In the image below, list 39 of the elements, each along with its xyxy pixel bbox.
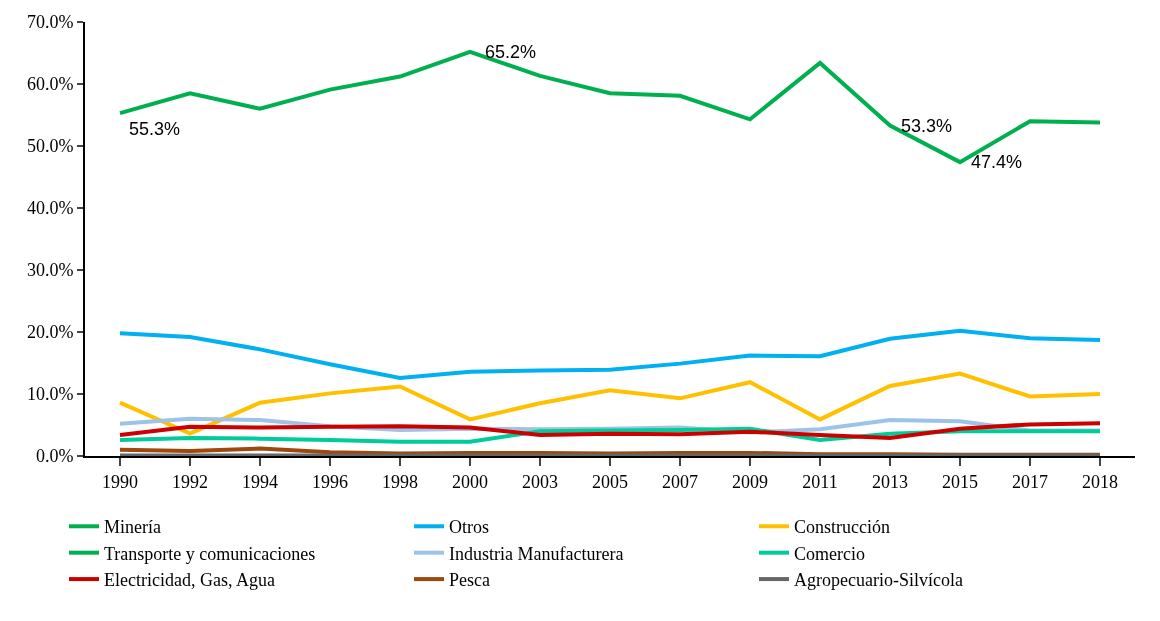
x-tick-label: 1994 — [242, 471, 278, 492]
x-tick-label: 1996 — [312, 471, 348, 492]
x-tick-label: 1998 — [382, 471, 418, 492]
legend-label: Minería — [104, 517, 161, 538]
legend-label: Comercio — [794, 543, 865, 564]
x-tick-label: 2011 — [802, 471, 838, 492]
data-label: 55.3% — [129, 119, 181, 139]
legend-label: Transporte y comunicaciones — [104, 543, 316, 564]
legend-label: Pesca — [449, 570, 490, 591]
x-tick-label: 2005 — [592, 471, 628, 492]
x-tick-label: 2000 — [452, 471, 488, 492]
data-label: 53.3% — [901, 116, 953, 136]
legend-label: Otros — [449, 517, 489, 538]
y-tick-label: 0.0% — [35, 446, 74, 467]
y-tick-label: 70.0% — [26, 12, 74, 33]
line-series — [118, 328, 1102, 380]
legend-label: Construcción — [794, 517, 890, 538]
legend-label: Electricidad, Gas, Agua — [104, 570, 275, 591]
x-tick-label: 2013 — [872, 471, 908, 492]
data-label: 65.2% — [485, 42, 537, 62]
y-tick-label: 60.0% — [26, 74, 74, 95]
line-series — [118, 371, 1102, 436]
x-tick-label: 2015 — [942, 471, 978, 492]
legend-label: Industria Manufacturera — [449, 543, 624, 564]
y-tick-label: 20.0% — [26, 322, 74, 343]
x-tick-label: 1990 — [102, 471, 138, 492]
line-series — [118, 421, 1102, 441]
x-tick-label: 2009 — [732, 471, 768, 492]
x-tick-label: 2007 — [662, 471, 698, 492]
data-label: 47.4% — [971, 152, 1023, 172]
x-tick-label: 2018 — [1082, 471, 1118, 492]
legend-label: Agropecuario-Silvícola — [794, 570, 963, 591]
x-tick-label: 1992 — [172, 471, 208, 492]
y-tick-label: 30.0% — [26, 260, 74, 281]
x-tick-label: 2017 — [1012, 471, 1048, 492]
y-tick-label: 50.0% — [26, 136, 74, 157]
y-tick-label: 10.0% — [26, 384, 74, 405]
x-tick-label: 2003 — [522, 471, 558, 492]
y-tick-label: 40.0% — [26, 198, 74, 219]
